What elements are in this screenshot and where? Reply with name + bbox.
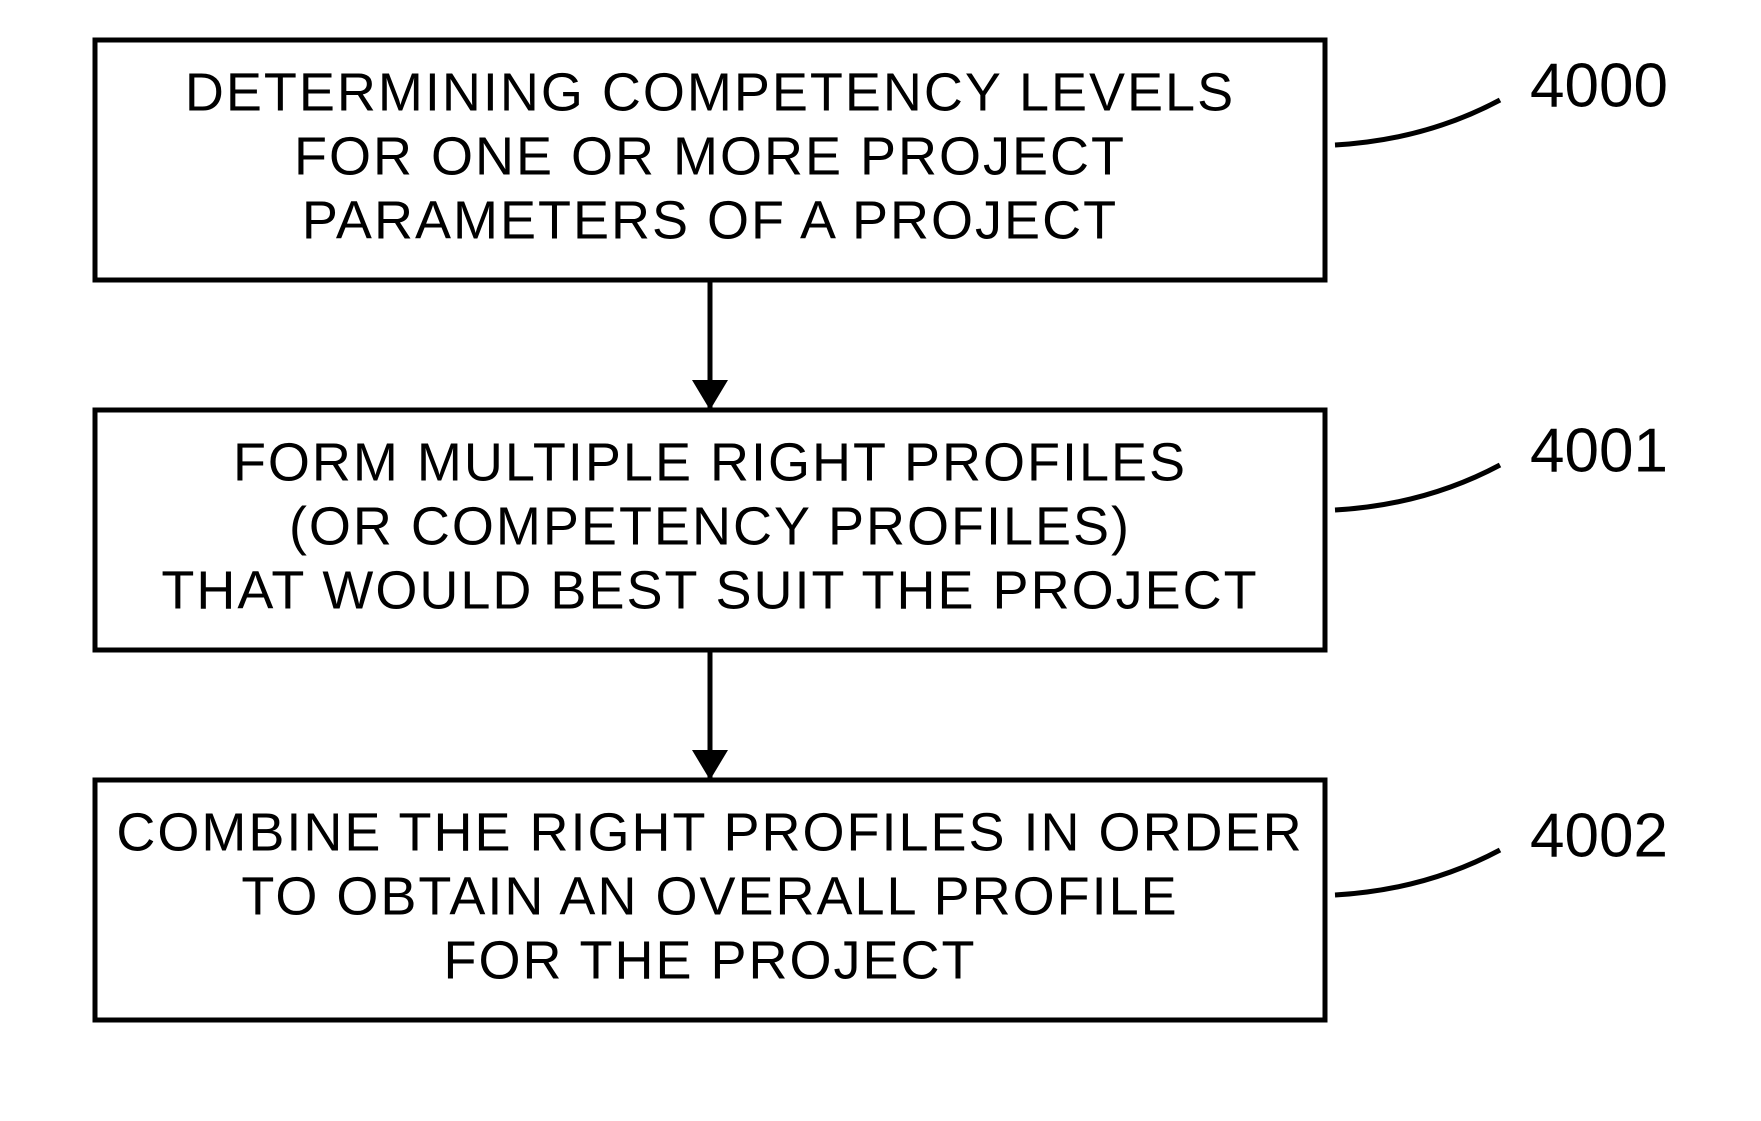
step-text-line: COMBINE THE RIGHT PROFILES IN ORDER	[116, 802, 1303, 862]
step-reference-number: 4000	[1530, 51, 1668, 120]
step-text-line: FOR THE PROJECT	[443, 930, 976, 990]
step-reference-number: 4001	[1530, 416, 1668, 485]
step-reference-number: 4002	[1530, 801, 1668, 870]
flowchart-canvas: DETERMINING COMPETENCY LEVELSFOR ONE OR …	[0, 0, 1761, 1121]
step-text-line: PARAMETERS OF A PROJECT	[302, 190, 1118, 250]
step-text-line: TO OBTAIN AN OVERALL PROFILE	[241, 866, 1178, 926]
step-text-line: (OR COMPETENCY PROFILES)	[289, 496, 1131, 556]
step-text-line: FOR ONE OR MORE PROJECT	[294, 126, 1126, 186]
step-text-line: FORM MULTIPLE RIGHT PROFILES	[233, 432, 1187, 492]
step-text-line: DETERMINING COMPETENCY LEVELS	[185, 62, 1235, 122]
step-text-line: THAT WOULD BEST SUIT THE PROJECT	[161, 560, 1258, 620]
